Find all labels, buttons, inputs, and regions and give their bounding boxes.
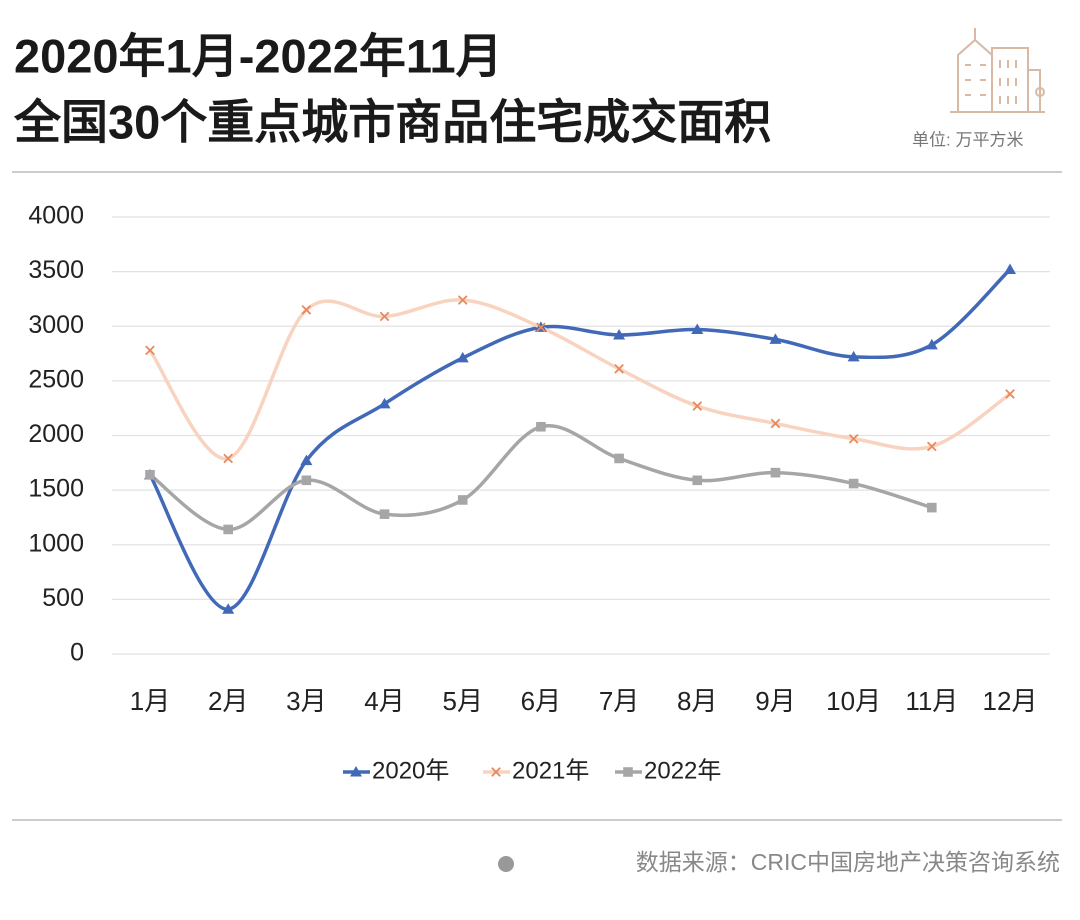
building-icon: [950, 28, 1045, 113]
marker: [491, 767, 501, 777]
grid: 0 500 1000 1500 2000 2500 3000 3500 4000 1月 2月 3月 4月…: [28, 202, 1050, 716]
x-tick-label: 12月: [983, 686, 1038, 716]
marker: [379, 311, 390, 322]
marker: [300, 454, 313, 466]
y-tick-label: 2500: [28, 365, 84, 393]
marker: [457, 495, 468, 505]
marker: [614, 364, 624, 374]
source-dot: [498, 856, 514, 872]
marker: [145, 470, 155, 480]
marker: [378, 397, 391, 409]
marker: [614, 453, 624, 464]
marker: [926, 441, 937, 452]
chart-title: 全国30个重点城市商品住宅成交面积: [13, 95, 771, 148]
marker: [536, 322, 546, 333]
marker: [1005, 389, 1015, 399]
marker: [770, 467, 781, 478]
marker: [692, 401, 703, 411]
marker: [769, 333, 782, 344]
marker: [848, 433, 859, 444]
chart-title: 2020年1月-2022年11月: [14, 29, 503, 82]
x-tick-label: 6月: [521, 686, 561, 716]
x-tick-label: 7月: [599, 686, 639, 716]
y-tick-label: 2000: [28, 420, 84, 448]
y-tick-label: 1000: [28, 529, 84, 557]
marker: [301, 475, 312, 486]
legend-label: 2021年: [512, 757, 589, 784]
marker: [145, 345, 155, 356]
x-tick-label: 9月: [755, 686, 795, 716]
marker: [623, 767, 633, 777]
marker: [223, 453, 234, 464]
unit-label: 单位: 万平方米: [912, 130, 1023, 149]
marker: [456, 351, 469, 363]
x-tick-label: 1月: [130, 686, 170, 716]
legend-label: 2022年: [644, 757, 721, 784]
marker: [770, 418, 781, 429]
legend: 2020年 2021年 2022年: [343, 757, 721, 784]
x-tick-label: 8月: [677, 686, 717, 716]
x-tick-label: 10月: [826, 686, 881, 716]
marker: [1004, 263, 1016, 274]
series-line: [148, 423, 933, 532]
marker: [223, 524, 233, 535]
marker: [847, 350, 860, 362]
marker: [301, 305, 312, 315]
legend-label: 2020年: [372, 757, 449, 784]
marker: [925, 338, 938, 350]
marker: [457, 295, 468, 305]
y-tick-label: 0: [70, 639, 84, 667]
marker: [379, 509, 390, 519]
marker: [692, 475, 703, 486]
marker: [350, 766, 362, 777]
x-tick-label: 4月: [364, 686, 404, 716]
x-tick-label: 5月: [442, 686, 482, 716]
x-tick-label: 2月: [208, 686, 248, 716]
marker: [222, 603, 235, 614]
y-tick-label: 3500: [28, 256, 84, 284]
x-tick-label: 3月: [286, 686, 326, 716]
series-line: [148, 268, 1012, 611]
source-note: 数据来源：CRIC中国房地产决策咨询系统: [636, 849, 1060, 875]
x-tick-label: 11月: [905, 686, 958, 716]
y-tick-label: 3000: [28, 311, 84, 339]
marker: [613, 328, 626, 340]
marker: [691, 323, 704, 335]
y-tick-label: 4000: [28, 202, 84, 230]
y-tick-label: 500: [42, 584, 84, 612]
y-tick-label: 1500: [28, 475, 84, 503]
plot: [144, 263, 1016, 614]
marker: [848, 478, 859, 489]
marker: [536, 421, 546, 432]
marker: [927, 502, 937, 513]
